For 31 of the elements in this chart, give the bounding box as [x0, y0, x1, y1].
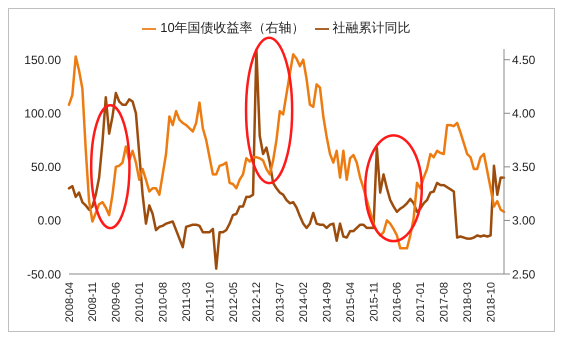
x-tick-label: 2018-03: [462, 282, 474, 322]
x-tick-label: 2017-01: [415, 282, 428, 322]
y2-tick-label: 4.50: [512, 52, 536, 67]
x-tick-label: 2013-07: [274, 282, 287, 322]
y2-tick-label: 4.00: [512, 106, 536, 121]
y-tick-label: 50.00: [30, 160, 62, 174]
y2-tick-label: 3.00: [512, 214, 536, 228]
x-tick-label: 2014-09: [321, 282, 334, 322]
x-tick-label: 2012-05: [228, 282, 240, 322]
legend-label: 10年国债收益率（右轴）: [160, 20, 305, 35]
x-tick-label: 2015-11: [368, 282, 380, 322]
x-tick-label: 2015-04: [344, 282, 357, 322]
x-tick-label: 2008-04: [64, 282, 76, 322]
x-tick-label: 2017-08: [438, 282, 451, 322]
x-tick-label: 2018-10: [485, 282, 498, 322]
x-tick-label: 2008-11: [87, 282, 100, 322]
x-tick-label: 2010-01: [134, 282, 146, 322]
y2-tick-label: 2.50: [512, 267, 536, 282]
x-tick-label: 2012-12: [251, 282, 264, 322]
x-tick-label: 2011-03: [180, 282, 193, 322]
y-tick-label: 100.00: [24, 106, 62, 121]
x-tick-label: 2009-06: [110, 282, 123, 322]
x-tick-label: 2010-08: [158, 282, 170, 322]
y-tick-label: 0.00: [38, 214, 62, 228]
y2-tick-label: 3.50: [512, 160, 536, 174]
x-tick-label: 2014-02: [298, 282, 310, 322]
x-tick-label: 2016-06: [392, 282, 404, 322]
legend-label: 社融累计同比: [332, 20, 411, 35]
y-tick-label: 150.00: [24, 52, 62, 67]
x-tick-label: 2011-10: [204, 282, 216, 322]
y-tick-label: -50.00: [26, 267, 62, 282]
